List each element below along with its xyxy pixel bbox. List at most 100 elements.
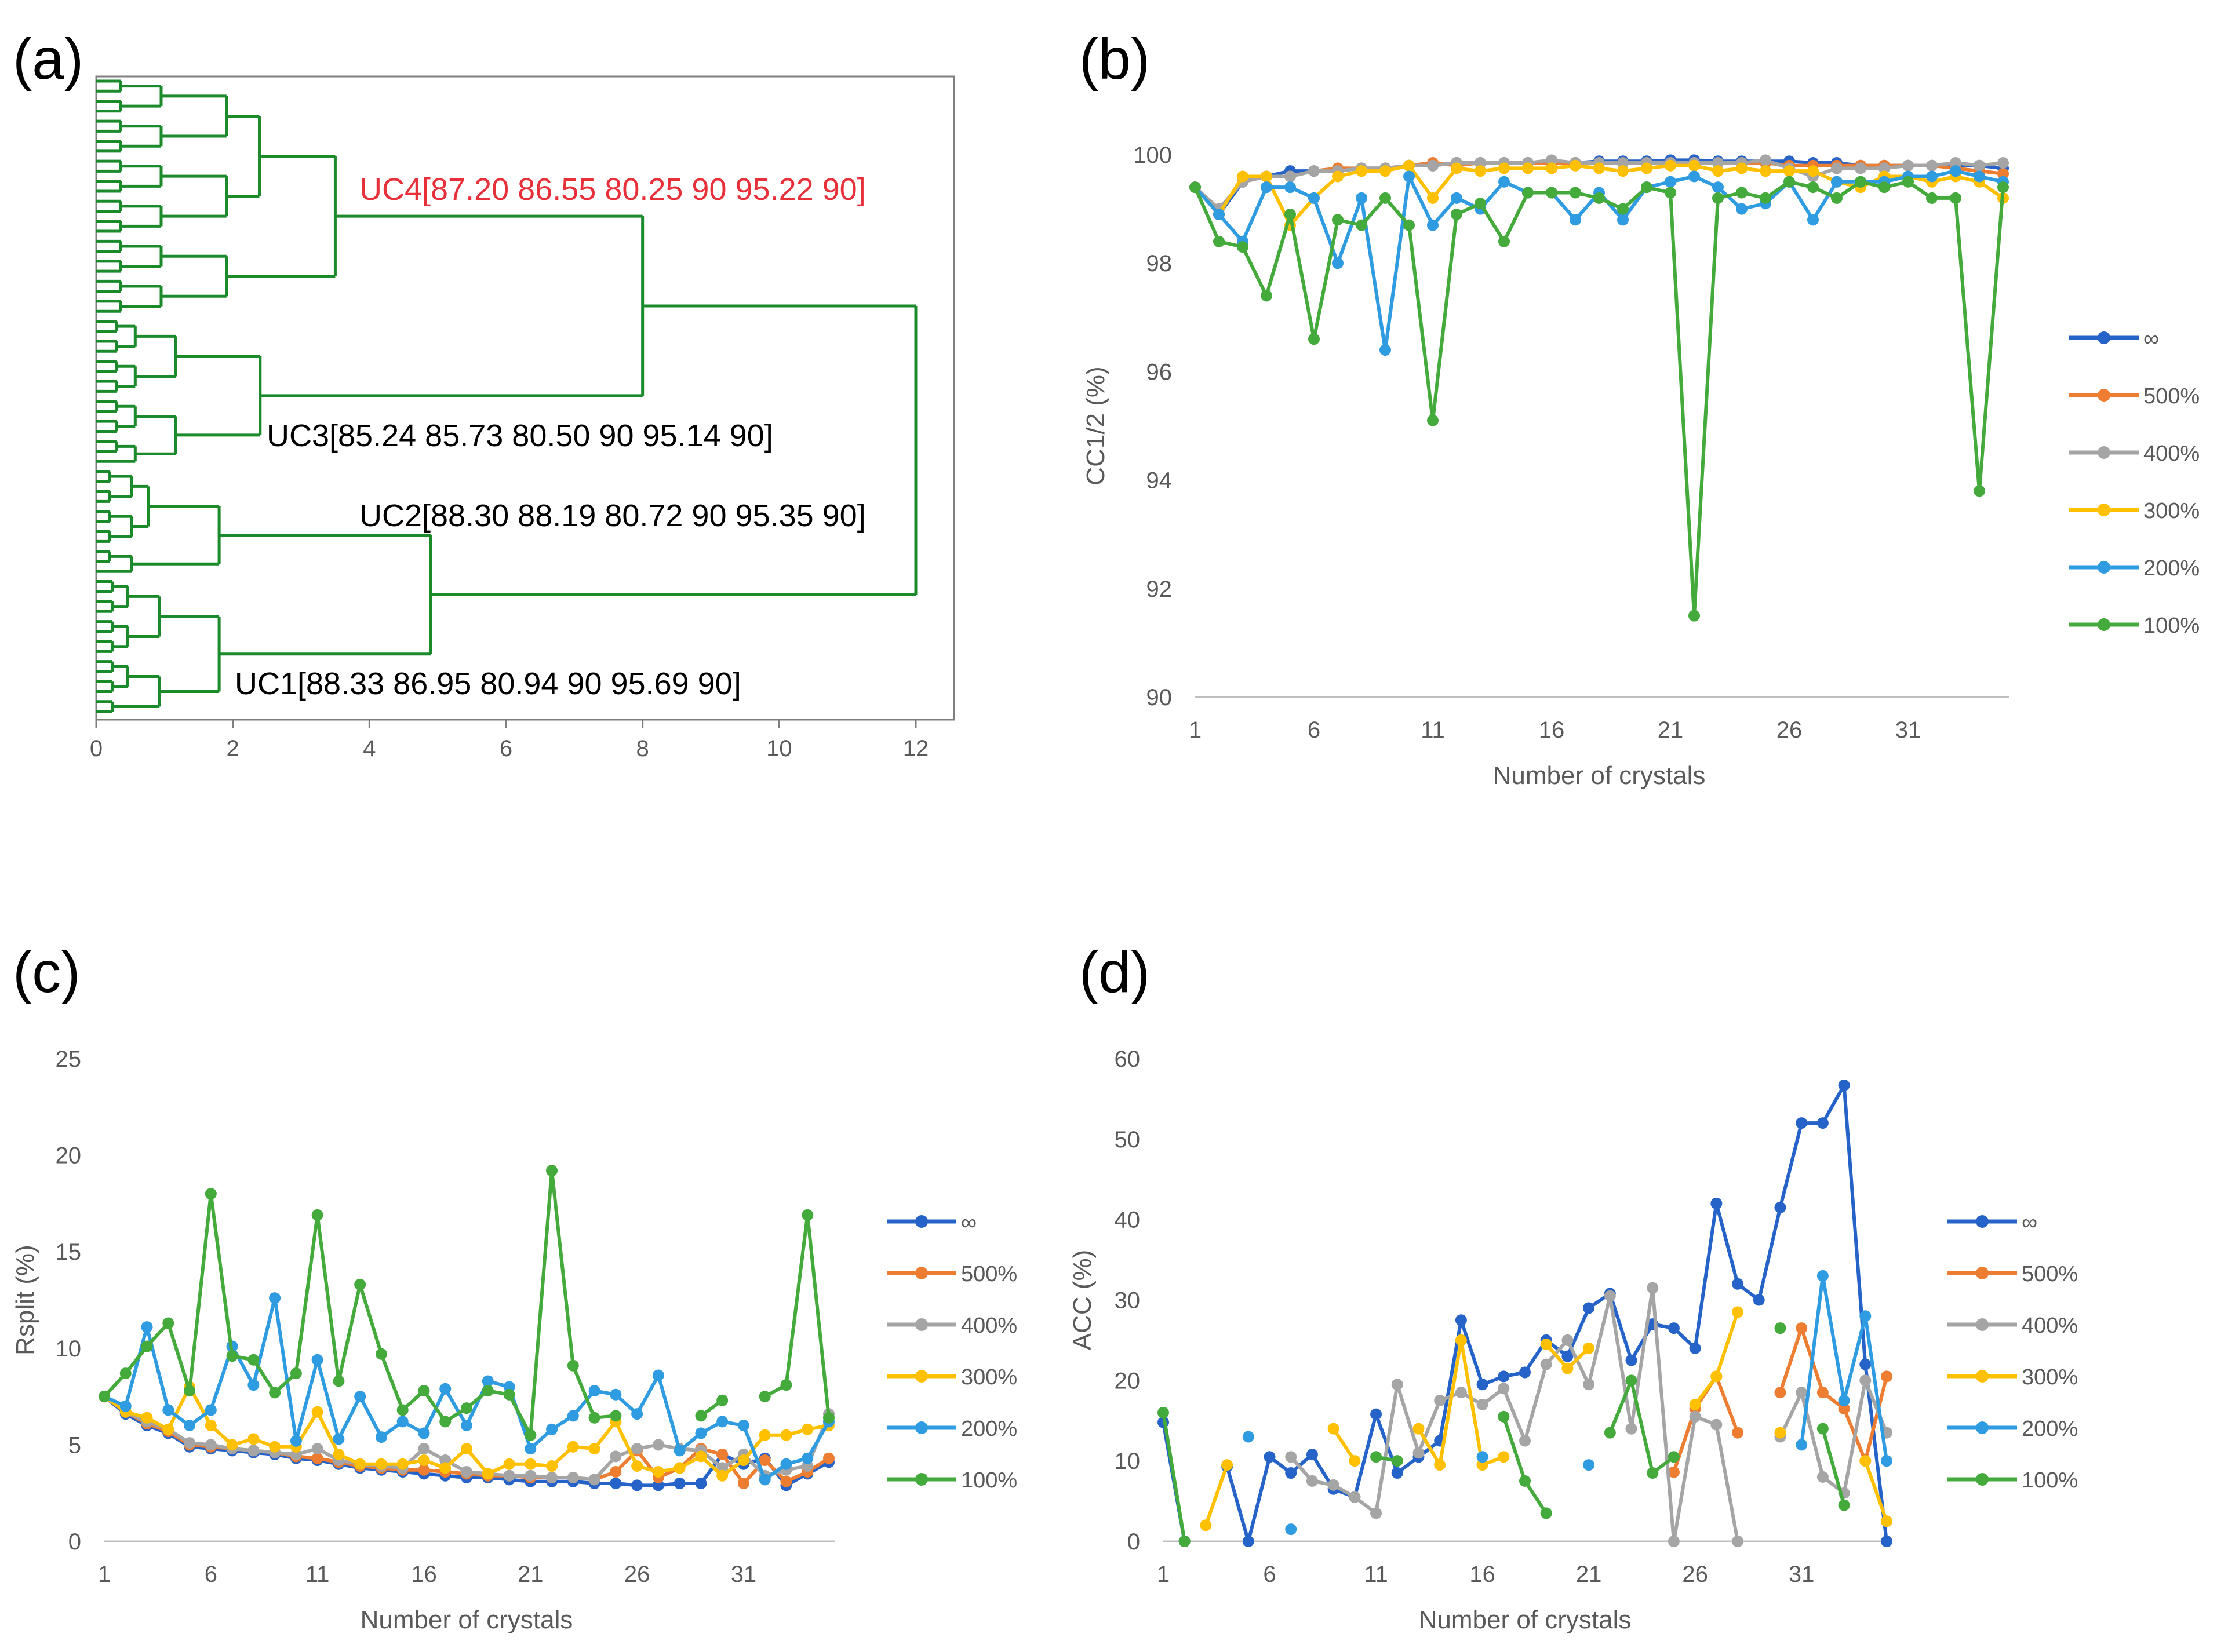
data-point: [1455, 1387, 1467, 1399]
data-point: [1261, 181, 1272, 194]
data-point: [461, 1420, 472, 1432]
data-point: [1712, 157, 1724, 169]
data-point: [1308, 333, 1320, 345]
data-point: [311, 1209, 323, 1221]
data-point: [1855, 162, 1866, 174]
data-point: [1732, 1427, 1744, 1439]
legend-swatch-marker: [1976, 1421, 1989, 1434]
data-point: [226, 1439, 238, 1451]
data-point: [546, 1165, 558, 1177]
x-tick-label: 11: [1364, 1562, 1388, 1587]
data-point: [1859, 1374, 1872, 1387]
legend-swatch-marker: [2098, 389, 2110, 402]
data-point: [759, 1454, 771, 1467]
panel-label-c: (c): [13, 940, 81, 1005]
data-point: [674, 1445, 686, 1457]
data-point: [354, 1278, 366, 1290]
legend-label: 100%: [2143, 614, 2200, 638]
data-point: [780, 1475, 792, 1487]
cluster-label-uc4: UC4[87.20 86.55 80.25 90 95.22 90]: [359, 172, 866, 207]
series-line: [764, 1213, 831, 1418]
data-point: [695, 1427, 707, 1439]
data-point: [1451, 162, 1462, 174]
y-axis-label: CC1/2 (%): [1082, 366, 1110, 485]
data-point: [1617, 214, 1629, 226]
x-tick-label: 11: [305, 1562, 330, 1587]
data-point: [1807, 181, 1819, 194]
data-point: [1950, 165, 1961, 177]
data-point: [333, 1449, 345, 1461]
data-point: [716, 1449, 729, 1461]
legend-swatch-marker: [915, 1267, 928, 1279]
series-line: [1502, 1416, 1548, 1515]
data-point: [1332, 214, 1344, 226]
data-point: [184, 1385, 196, 1397]
data-point: [1732, 1278, 1744, 1290]
data-point: [1732, 1306, 1744, 1318]
legend-swatch-marker: [915, 1421, 928, 1434]
data-point: [1926, 170, 1938, 183]
data-point: [1881, 1536, 1892, 1547]
data-point: [1647, 1467, 1659, 1479]
legend-swatch-marker: [2098, 561, 2110, 574]
data-point: [1561, 1334, 1574, 1346]
legend-swatch-marker: [2098, 446, 2110, 459]
legend-label: ∞: [2022, 1210, 2037, 1235]
data-point: [1546, 162, 1557, 174]
data-point: [396, 1458, 409, 1470]
data-point: [1261, 170, 1272, 183]
series-p400: [1285, 1282, 1892, 1547]
x-tick-label: 0: [90, 736, 103, 761]
data-point: [1593, 192, 1605, 204]
data-point: [482, 1385, 494, 1397]
data-point: [737, 1420, 749, 1432]
data-point: [1641, 181, 1652, 194]
x-axis-label: Number of crystals: [1419, 1606, 1632, 1634]
x-tick-label: 26: [624, 1562, 650, 1587]
series-line: [1821, 1428, 1846, 1506]
data-point: [567, 1410, 579, 1422]
y-tick-label: 90: [1146, 685, 1173, 710]
data-point: [1859, 1310, 1872, 1322]
data-point: [1570, 159, 1581, 172]
data-point: [1753, 1294, 1765, 1306]
data-point: [1306, 1475, 1318, 1487]
data-point: [439, 1462, 452, 1474]
data-point: [1641, 162, 1652, 174]
data-point: [1881, 1370, 1892, 1383]
legend-label: 200%: [2022, 1417, 2078, 1441]
data-point: [1237, 170, 1248, 183]
data-point: [1412, 1423, 1425, 1435]
data-point: [1519, 1475, 1531, 1487]
data-point: [780, 1379, 792, 1391]
data-point: [418, 1385, 430, 1397]
data-point: [461, 1443, 472, 1455]
data-point: [1391, 1467, 1403, 1479]
data-point: [1370, 1408, 1382, 1420]
data-point: [631, 1479, 643, 1491]
data-point: [162, 1423, 174, 1435]
data-point: [1736, 187, 1748, 199]
data-point: [1519, 1366, 1531, 1379]
data-point: [780, 1429, 792, 1441]
data-point: [759, 1391, 771, 1403]
data-point: [1546, 187, 1557, 199]
data-point: [1689, 1410, 1701, 1423]
data-point: [1237, 241, 1248, 253]
legend-swatch-marker: [915, 1370, 928, 1383]
data-point: [716, 1469, 729, 1482]
data-point: [1950, 192, 1961, 204]
data-point: [823, 1412, 835, 1424]
x-tick-label: 31: [1789, 1562, 1815, 1587]
data-point: [1475, 157, 1486, 169]
data-point: [1379, 344, 1391, 356]
x-tick-label: 11: [1421, 717, 1445, 743]
y-tick-label: 10: [1115, 1449, 1141, 1474]
data-point: [1391, 1379, 1403, 1391]
legend-label: 300%: [2022, 1365, 2078, 1390]
data-point: [1926, 159, 1938, 172]
data-point: [205, 1188, 217, 1200]
data-point: [1816, 1387, 1829, 1399]
series-p300: [99, 1381, 835, 1482]
data-point: [1476, 1398, 1488, 1410]
